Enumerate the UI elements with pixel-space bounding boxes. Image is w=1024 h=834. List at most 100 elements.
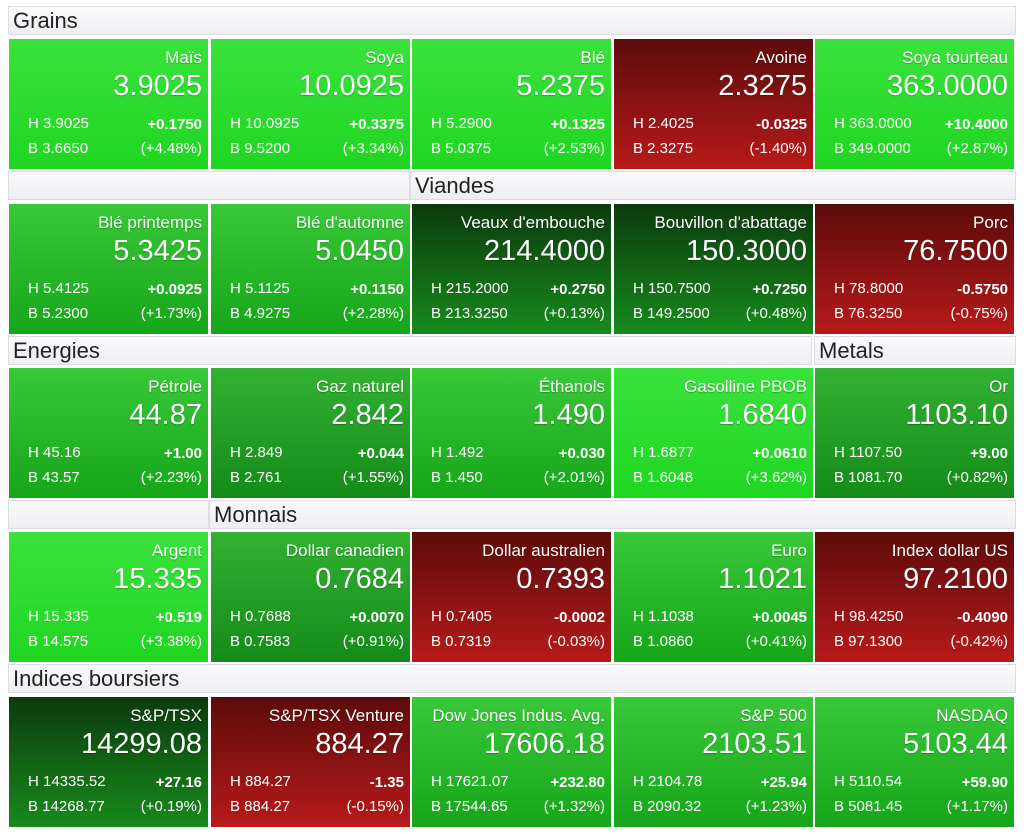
quote-low: B 349.0000	[834, 140, 911, 157]
quote-change: -0.4090	[957, 609, 1008, 626]
quote-low: B 1.0860	[633, 633, 694, 650]
quote-tile-mais[interactable]: Maïs 3.9025 H 3.9025 B 3.6650 +0.1750 (+…	[9, 39, 208, 169]
quote-tile-index-dollar-us[interactable]: Index dollar US 97.2100 H 98.4250 B 97.1…	[815, 532, 1014, 662]
quote-tile-dow-jones[interactable]: Dow Jones Indus. Avg. 17606.18 H 17621.0…	[412, 697, 611, 827]
quote-high: H 15.335	[28, 608, 89, 625]
quote-name: Pétrole	[148, 377, 202, 396]
quote-name: Dollar australien	[482, 541, 605, 560]
quote-name: Soya tourteau	[902, 48, 1008, 67]
quote-tile-petrole[interactable]: Pétrole 44.87 H 45.16 B 43.57 +1.00 (+2.…	[9, 368, 208, 498]
quote-price: 2103.51	[702, 728, 807, 760]
quote-name: Veaux d'embouche	[460, 213, 605, 232]
quote-change: +9.00	[970, 445, 1008, 462]
quote-name: S&P 500	[740, 706, 807, 725]
quote-change-percent: (+0.41%)	[745, 633, 807, 650]
quote-high: H 1.6877	[633, 444, 694, 461]
quote-change: +0.0070	[349, 609, 404, 626]
quote-name: Porc	[973, 213, 1008, 232]
quote-name: Gasolline PBOB	[684, 377, 807, 396]
quote-change-percent: (+3.38%)	[140, 633, 202, 650]
quote-low: B 17544.65	[431, 798, 508, 815]
quote-price: 10.0925	[299, 70, 404, 102]
quote-low: B 1.6048	[633, 469, 694, 486]
quote-low: B 1.450	[431, 469, 483, 486]
quote-tile-or[interactable]: Or 1103.10 H 1107.50 B 1081.70 +9.00 (+0…	[815, 368, 1014, 498]
quote-tile-porc[interactable]: Porc 76.7500 H 78.8000 B 76.3250 -0.5750…	[815, 204, 1014, 334]
quote-tile-soya-tourteau[interactable]: Soya tourteau 363.0000 H 363.0000 B 349.…	[815, 39, 1014, 169]
quote-tile-sp-tsx[interactable]: S&P/TSX 14299.08 H 14335.52 B 14268.77 +…	[9, 697, 208, 827]
quote-change-percent: (-0.03%)	[547, 633, 605, 650]
quote-tile-dollar-australien[interactable]: Dollar australien 0.7393 H 0.7405 B 0.73…	[412, 532, 611, 662]
quote-tile-sp-tsx-venture[interactable]: S&P/TSX Venture 884.27 H 884.27 B 884.27…	[211, 697, 410, 827]
quote-change-percent: (+2.23%)	[140, 469, 202, 486]
quote-high: H 150.7500	[633, 280, 711, 297]
section-header-blank	[8, 500, 209, 529]
quote-price: 1.490	[532, 399, 605, 431]
quote-name: Dollar canadien	[285, 541, 404, 560]
quote-price: 2.3275	[718, 70, 807, 102]
quote-change-percent: (+0.13%)	[543, 305, 605, 322]
quote-low: B 213.3250	[431, 305, 508, 322]
quote-price: 1103.10	[905, 399, 1008, 431]
quote-change-percent: (+2.28%)	[342, 305, 404, 322]
quote-tile-avoine[interactable]: Avoine 2.3275 H 2.4025 B 2.3275 -0.0325 …	[614, 39, 813, 169]
quote-tile-sp-500[interactable]: S&P 500 2103.51 H 2104.78 B 2090.32 +25.…	[614, 697, 813, 827]
quote-tile-euro[interactable]: Euro 1.1021 H 1.1038 B 1.0860 +0.0045 (+…	[614, 532, 813, 662]
quote-tile-nasdaq[interactable]: NASDAQ 5103.44 H 5110.54 B 5081.45 +59.9…	[815, 697, 1014, 827]
quote-tile-ble[interactable]: Blé 5.2375 H 5.2900 B 5.0375 +0.1325 (+2…	[412, 39, 611, 169]
quote-price: 0.7684	[315, 563, 404, 595]
quote-change-percent: (+0.91%)	[342, 633, 404, 650]
quote-change: +59.90	[961, 774, 1008, 791]
quote-high: H 17621.07	[431, 773, 509, 790]
quote-price: 97.2100	[903, 563, 1008, 595]
quote-tile-bouvillon-abattage[interactable]: Bouvillon d'abattage 150.3000 H 150.7500…	[614, 204, 813, 334]
quote-tile-argent[interactable]: Argent 15.335 H 15.335 B 14.575 +0.519 (…	[9, 532, 208, 662]
quote-change-percent: (+1.17%)	[946, 798, 1008, 815]
quote-low: B 2.761	[230, 469, 282, 486]
quote-change: +232.80	[550, 774, 605, 791]
quote-change: +0.0045	[752, 609, 807, 626]
quote-low: B 97.1300	[834, 633, 903, 650]
quote-change-percent: (+2.87%)	[946, 140, 1008, 157]
quote-tile-ethanols[interactable]: Éthanols 1.490 H 1.492 B 1.450 +0.030 (+…	[412, 368, 611, 498]
quote-tile-gasolline-pbob[interactable]: Gasolline PBOB 1.6840 H 1.6877 B 1.6048 …	[614, 368, 813, 498]
quote-price: 150.3000	[686, 235, 807, 267]
quote-high: H 10.0925	[230, 115, 300, 132]
quote-name: Euro	[771, 541, 807, 560]
quote-low: B 76.3250	[834, 305, 903, 322]
quote-low: B 884.27	[230, 798, 291, 815]
quote-name: Blé	[580, 48, 605, 67]
quote-high: H 5.1125	[230, 280, 290, 297]
quote-name: S&P/TSX Venture	[268, 706, 404, 725]
quote-change-percent: (-0.15%)	[346, 798, 404, 815]
quote-change-percent: (+3.34%)	[342, 140, 404, 157]
quote-low: B 2090.32	[633, 798, 702, 815]
quote-low: B 14.575	[28, 633, 89, 650]
quote-tile-soya[interactable]: Soya 10.0925 H 10.0925 B 9.5200 +0.3375 …	[211, 39, 410, 169]
quote-low: B 9.5200	[230, 140, 291, 157]
quote-change: +0.030	[558, 445, 605, 462]
quote-change-percent: (+4.48%)	[140, 140, 202, 157]
quote-change-percent: (+2.53%)	[543, 140, 605, 157]
quote-price: 1.6840	[718, 399, 807, 431]
quote-low: B 5.0375	[431, 140, 492, 157]
quote-change-percent: (-0.42%)	[950, 633, 1008, 650]
quote-low: B 4.9275	[230, 305, 291, 322]
quote-name: Dow Jones Indus. Avg.	[432, 706, 605, 725]
quote-high: H 14335.52	[28, 773, 106, 790]
quote-tile-ble-automne[interactable]: Blé d'automne 5.0450 H 5.1125 B 4.9275 +…	[211, 204, 410, 334]
quote-change-percent: (+3.62%)	[745, 469, 807, 486]
quote-tile-gaz-naturel[interactable]: Gaz naturel 2.842 H 2.849 B 2.761 +0.044…	[211, 368, 410, 498]
quote-high: H 2.4025	[633, 115, 694, 132]
quote-change-percent: (+1.32%)	[543, 798, 605, 815]
quote-tile-ble-printemps[interactable]: Blé printemps 5.3425 H 5.4125 B 5.2300 +…	[9, 204, 208, 334]
quote-change-percent: (+0.48%)	[745, 305, 807, 322]
quote-change: +0.0925	[147, 281, 202, 298]
quote-tile-veaux-embouche[interactable]: Veaux d'embouche 214.4000 H 215.2000 B 2…	[412, 204, 611, 334]
quote-low: B 1081.70	[834, 469, 903, 486]
quote-low: B 14268.77	[28, 798, 105, 815]
quote-tile-dollar-canadien[interactable]: Dollar canadien 0.7684 H 0.7688 B 0.7583…	[211, 532, 410, 662]
quote-price: 5.2375	[516, 70, 605, 102]
quote-name: Soya	[365, 48, 404, 67]
section-header-viandes: Viandes	[410, 171, 1016, 200]
